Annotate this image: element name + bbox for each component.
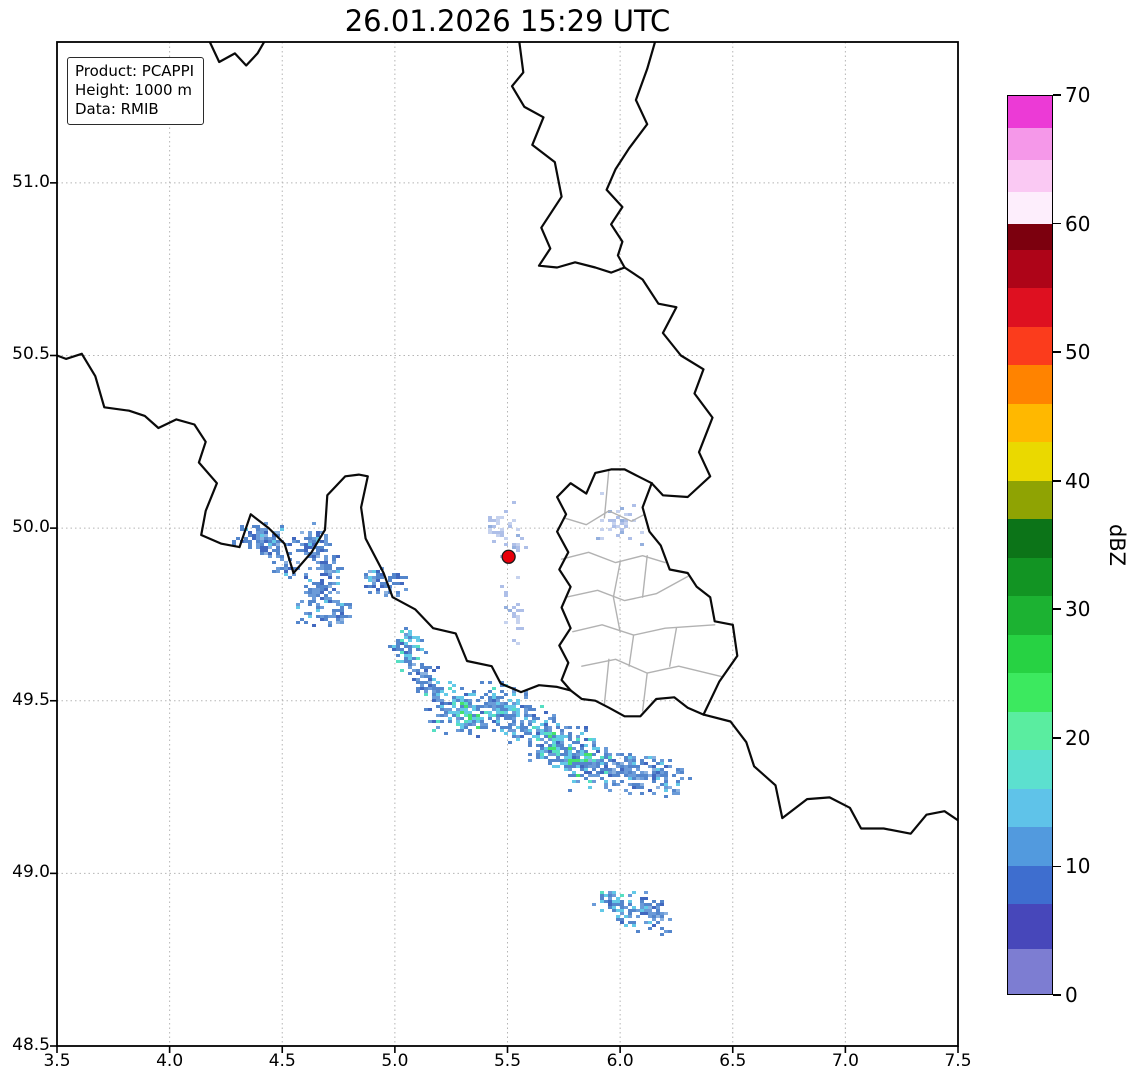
- colorbar-tick: [1053, 737, 1061, 739]
- colorbar-segment: [1008, 326, 1052, 366]
- country-borders: [57, 42, 958, 835]
- x-axis-tick-label: 4.0: [156, 1051, 184, 1071]
- x-axis-tick-label: 6.5: [719, 1051, 747, 1071]
- colorbar-tick-label: 0: [1065, 983, 1078, 1007]
- info-line-data: Data: RMIB: [75, 100, 159, 118]
- axis-ticks: [50, 182, 959, 1053]
- colorbar-tick: [1053, 94, 1061, 96]
- colorbar-segment: [1008, 518, 1052, 558]
- y-axis-tick-label: 50.5: [12, 344, 50, 365]
- colorbar-segment: [1008, 595, 1052, 635]
- colorbar-tick: [1053, 479, 1061, 482]
- colorbar-tick-label: 10: [1065, 854, 1091, 879]
- canton-borders: [560, 468, 723, 712]
- x-axis-tick-label: 4.5: [268, 1051, 296, 1071]
- y-axis-tick-label: 48.5: [12, 1035, 50, 1055]
- colorbar: [1007, 95, 1053, 995]
- colorbar-tick-label: 30: [1065, 597, 1091, 622]
- colorbar-tick: [1053, 351, 1061, 353]
- colorbar-segment: [1008, 480, 1052, 520]
- colorbar-segment: [1008, 749, 1052, 789]
- colorbar-segment: [1008, 95, 1052, 129]
- y-axis-tick-label: 50.0: [12, 517, 50, 538]
- colorbar-segment: [1008, 634, 1052, 674]
- colorbar-label: dBZ: [1105, 523, 1129, 567]
- colorbar-tick: [1053, 222, 1061, 225]
- colorbar-segment: [1008, 788, 1052, 828]
- info-box: Product: PCAPPI Height: 1000 m Data: RMI…: [67, 57, 205, 125]
- colorbar-tick-label: 40: [1065, 468, 1091, 493]
- info-line-product: Product: PCAPPI: [75, 62, 195, 80]
- x-axis-tick-label: 7.5: [944, 1051, 972, 1071]
- x-axis-tick-label: 5.0: [381, 1051, 409, 1071]
- colorbar-tick-label: 70: [1065, 83, 1091, 107]
- colorbar-tick: [1053, 608, 1061, 611]
- x-axis-tick-label: 6.0: [606, 1051, 634, 1071]
- colorbar-segment: [1008, 557, 1052, 597]
- colorbar-segment: [1008, 865, 1052, 905]
- colorbar-tick: [1053, 865, 1061, 868]
- colorbar-tick: [1053, 994, 1061, 996]
- x-axis-tick-label: 3.5: [43, 1051, 71, 1071]
- colorbar-segment: [1008, 364, 1052, 404]
- colorbar-tick-label: 20: [1065, 725, 1091, 750]
- figure-title: 26.01.2026 15:29 UTC: [344, 4, 671, 38]
- colorbar-segment: [1008, 903, 1052, 950]
- colorbar-segment: [1008, 826, 1052, 866]
- y-axis-tick-label: 51.0: [12, 171, 50, 192]
- x-axis-tick-label: 5.5: [493, 1051, 522, 1071]
- x-axis-tick-label: 7.0: [831, 1051, 859, 1071]
- colorbar-segment: [1008, 948, 1052, 994]
- colorbar-tick-label: 50: [1065, 340, 1091, 365]
- y-axis-tick-label: 49.0: [12, 862, 50, 883]
- colorbar-tick-label: 60: [1065, 211, 1091, 236]
- colorbar-segment: [1008, 711, 1052, 751]
- colorbar-segment: [1008, 403, 1052, 443]
- radar-site-marker: [501, 549, 516, 564]
- colorbar-segment: [1008, 159, 1052, 193]
- radar-echoes: [232, 492, 692, 936]
- colorbar-segment: [1008, 249, 1052, 289]
- colorbar-segment: [1008, 441, 1052, 481]
- colorbar-segment: [1008, 223, 1052, 250]
- info-line-height: Height: 1000 m: [75, 81, 192, 99]
- colorbar-segment: [1008, 672, 1052, 712]
- colorbar-segment: [1008, 191, 1052, 225]
- colorbar-segment: [1008, 288, 1052, 327]
- y-axis-tick-label: 49.5: [12, 689, 50, 710]
- colorbar-segment: [1008, 127, 1052, 161]
